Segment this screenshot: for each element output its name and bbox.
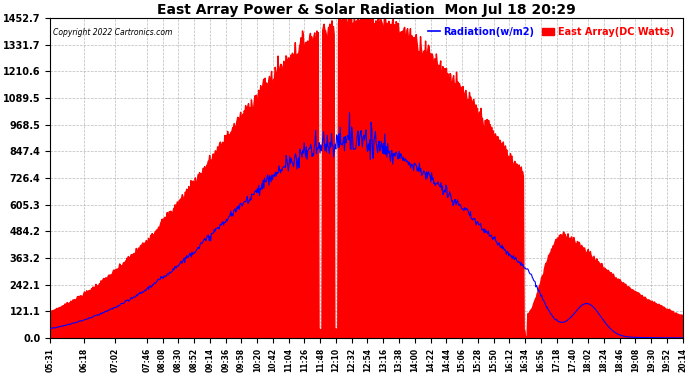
Title: East Array Power & Solar Radiation  Mon Jul 18 20:29: East Array Power & Solar Radiation Mon J… (157, 3, 575, 17)
Text: Copyright 2022 Cartronics.com: Copyright 2022 Cartronics.com (53, 27, 172, 36)
Legend: Radiation(w/m2), East Array(DC Watts): Radiation(w/m2), East Array(DC Watts) (424, 23, 678, 40)
